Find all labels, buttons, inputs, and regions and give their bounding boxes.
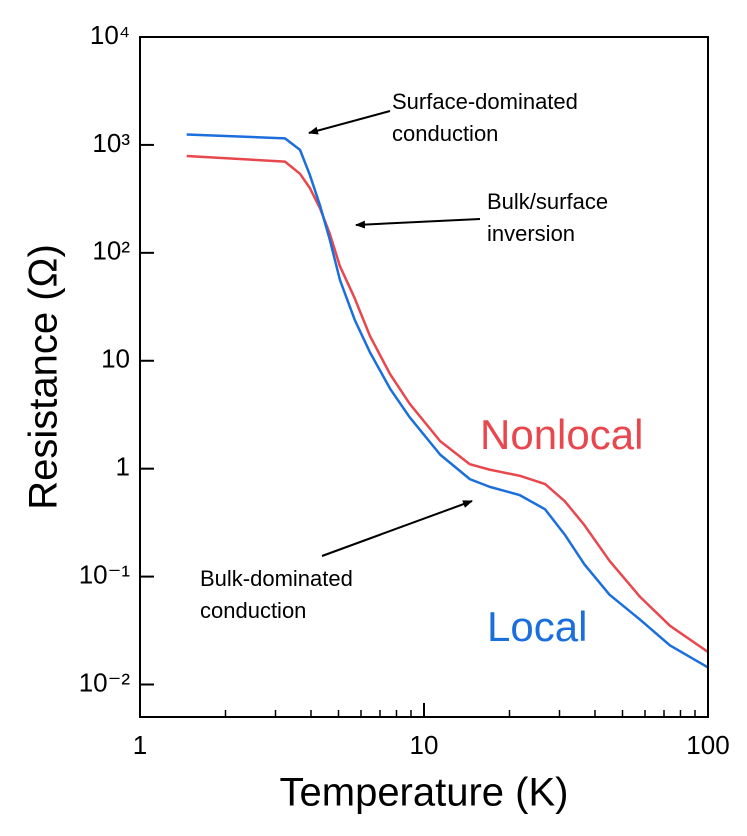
x-tick-label: 100 — [686, 730, 729, 760]
y-tick-label: 10⁻¹ — [79, 559, 131, 589]
annotation: inversion — [487, 221, 575, 246]
annotation: Surface-dominated — [392, 89, 578, 114]
y-tick-label: 10 — [101, 344, 130, 374]
arrow — [321, 500, 473, 557]
x-tick-label: 1 — [133, 730, 147, 760]
annotation: conduction — [392, 121, 498, 146]
series-line — [186, 133, 709, 669]
x-tick-label: 10 — [410, 730, 439, 760]
series-line — [186, 154, 709, 654]
arrow — [355, 218, 481, 229]
y-tick-label: 10² — [92, 236, 130, 266]
y-tick-label: 1 — [116, 452, 130, 482]
arrow — [308, 110, 391, 135]
x-axis-label: Temperature (K) — [280, 771, 569, 815]
legend-label: Local — [487, 603, 587, 650]
annotation: Bulk-dominated — [200, 566, 353, 591]
y-tick-label: 10⁴ — [90, 20, 130, 50]
plot-area — [186, 133, 709, 669]
legend-label: Nonlocal — [480, 411, 643, 458]
y-tick-label: 10⁻² — [79, 667, 131, 697]
y-axis-label: Resistance (Ω) — [22, 244, 66, 510]
annotation: Bulk/surface — [487, 189, 608, 214]
annotation: conduction — [200, 598, 306, 623]
y-tick-label: 10³ — [92, 128, 130, 158]
